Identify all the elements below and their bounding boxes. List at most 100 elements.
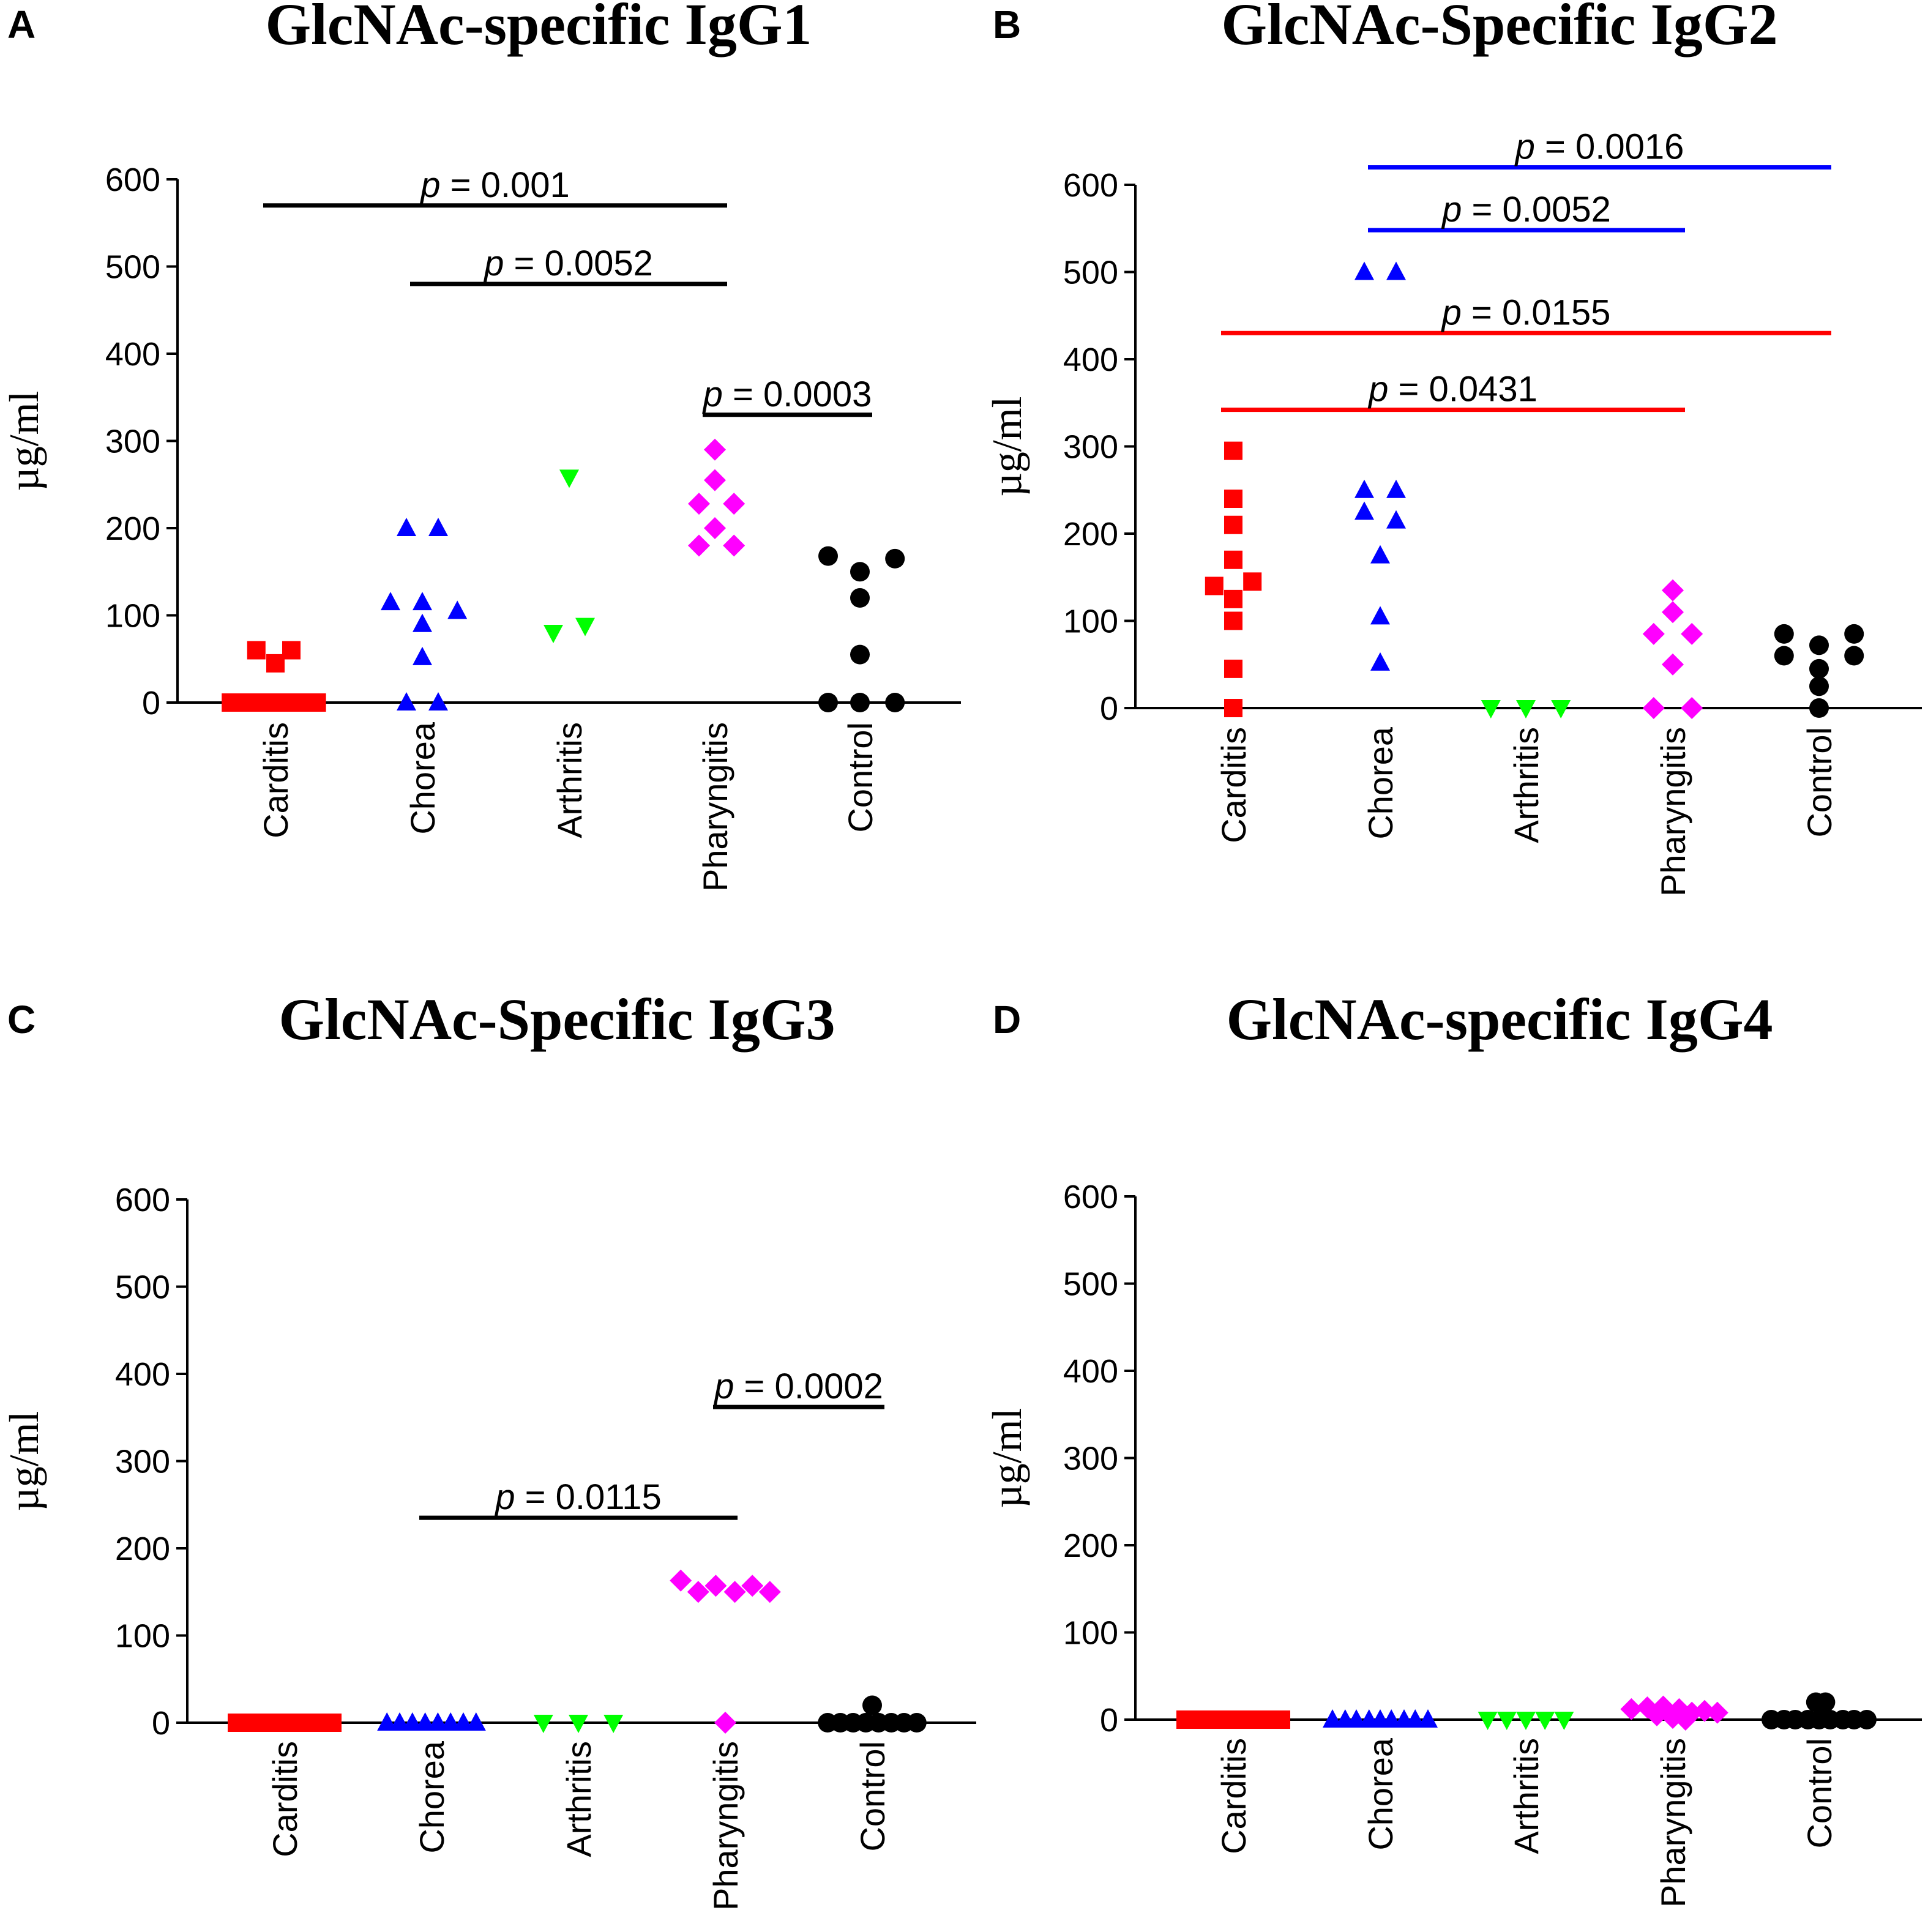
data-point [544,625,563,643]
series-control [1762,1692,1877,1729]
data-point [1354,479,1374,498]
data-point [687,1581,709,1603]
p-value: = 0.0052 [504,244,653,283]
data-point [1774,646,1794,666]
category-label-carditis: Carditis [1214,1738,1253,1854]
data-point [413,646,432,665]
p-symbol: p [713,1367,734,1406]
data-point [1347,1709,1366,1728]
y-tick-label: 100 [1063,603,1118,640]
data-point [1405,1709,1425,1728]
y-tick-label: 0 [1100,690,1118,727]
data-point [1706,1701,1728,1724]
data-point [397,518,416,536]
y-tick-label: 100 [1063,1615,1118,1652]
data-point [1535,1712,1555,1730]
data-point [1224,589,1242,608]
data-point [413,613,432,632]
panel-letter: B [993,2,1021,47]
data-point [818,693,838,712]
p-symbol: p [483,244,504,283]
data-point [850,644,870,665]
data-point [441,1712,461,1731]
category-label-control: Control [1800,1738,1839,1849]
series-control [1774,624,1864,718]
data-point [688,493,710,515]
y-tick-label: 0 [152,1705,170,1742]
data-point [1243,572,1262,591]
data-point [1662,579,1684,602]
data-point [704,517,726,539]
p-value-label: p = 0.0052 [1441,190,1611,229]
y-tick-label: 300 [1063,1441,1118,1477]
data-point [704,1575,727,1597]
series-arthritis [1478,1712,1574,1730]
data-point [1554,1712,1574,1730]
y-tick-label: 200 [105,510,160,547]
panel-title: GlcNAc-Specific IgG2 [1221,0,1777,57]
data-point [575,617,595,636]
data-point [885,693,905,712]
p-value-label: p = 0.0002 [713,1367,883,1406]
y-tick-label: 600 [1063,167,1118,204]
panel-title: GlcNAc-specific IgG1 [265,0,812,57]
y-tick-label: 300 [115,1444,170,1480]
series-pharyngitis [1642,579,1703,719]
y-tick-label: 200 [1063,1527,1118,1564]
p-symbol: p [419,165,440,205]
data-point [1674,1709,1697,1731]
data-point [1809,635,1829,655]
series-control [818,546,905,712]
data-point [1224,515,1242,534]
data-point [381,592,400,611]
y-tick-label: 100 [115,1618,170,1655]
y-tick-label: 0 [1100,1702,1118,1739]
data-point [1224,699,1242,717]
p-value: = 0.0002 [734,1367,883,1406]
data-point [390,1712,409,1731]
series-chorea [1323,1709,1438,1728]
data-point [723,493,745,515]
data-point [447,600,468,619]
series-arthritis [533,1715,624,1733]
data-point [714,1712,736,1734]
data-point [723,534,745,557]
data-point [1323,1709,1342,1728]
data-point [1681,622,1703,645]
p-value: = 0.0052 [1462,190,1611,229]
data-point [1662,601,1684,624]
data-point [397,692,416,711]
data-point [1224,490,1242,508]
p-value-label: p = 0.001 [419,165,570,205]
data-point [569,1715,588,1733]
y-tick-label: 200 [115,1531,170,1567]
p-value: = 0.0431 [1388,370,1538,409]
data-point [428,1712,448,1731]
data-point [282,641,301,660]
data-point [1496,1712,1517,1730]
y-tick-label: 100 [105,598,160,635]
data-point [1370,545,1390,564]
category-label-carditis: Carditis [1214,727,1253,843]
data-point [1224,611,1242,630]
data-point [415,1712,435,1731]
p-value: = 0.001 [441,165,570,205]
data-point [603,1715,624,1733]
y-tick-label: 400 [1063,1353,1118,1390]
panel-d: D GlcNAc-specific IgG4 µg/ml 0 100 200 300 400 5… [984,987,1922,1908]
p-symbol: p [702,375,723,414]
y-tick-label: 600 [115,1182,170,1218]
data-point [1516,1712,1536,1730]
y-axis-label: µg/ml [984,1408,1030,1509]
y-tick-label: 500 [1063,1266,1118,1303]
category-label-pharyngitis: Pharyngitis [706,1741,745,1911]
p-value-label: p = 0.0431 [1367,370,1538,409]
y-tick-label: 300 [105,423,160,460]
data-point [466,1712,486,1731]
p-symbol: p [1514,127,1535,167]
data-point [1642,622,1665,645]
category-label-pharyngitis: Pharyngitis [1654,1738,1692,1908]
data-point [1224,659,1242,678]
series-pharyngitis [688,438,745,557]
